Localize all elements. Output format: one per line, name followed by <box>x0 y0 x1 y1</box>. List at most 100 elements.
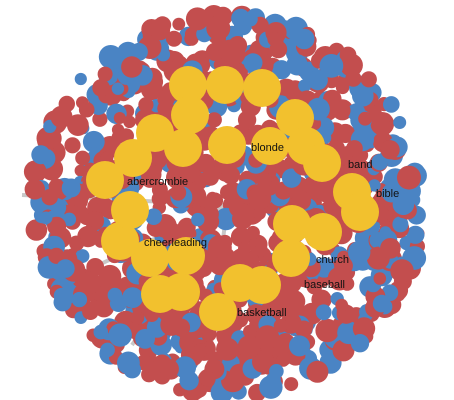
blue-node <box>108 323 132 347</box>
red-node <box>75 150 90 166</box>
label-abercrombie: abercrombie <box>127 176 188 188</box>
red-node <box>185 7 209 31</box>
blue-node <box>111 82 125 95</box>
hub-node <box>111 191 149 229</box>
blue-node <box>122 287 143 308</box>
blue-node <box>298 79 311 93</box>
red-node <box>284 377 299 392</box>
red-node <box>253 207 266 220</box>
blue-node <box>123 360 141 379</box>
hub-node <box>136 114 174 152</box>
hub-node <box>86 161 124 199</box>
hub-node <box>114 139 152 177</box>
hub-node <box>169 66 207 104</box>
blue-node <box>371 153 389 171</box>
red-node <box>246 225 260 240</box>
label-bible: bible <box>376 188 399 200</box>
red-node <box>397 165 421 190</box>
blue-node <box>71 291 88 308</box>
label-basketball: basketball <box>237 307 287 319</box>
red-node <box>193 343 208 358</box>
blue-node <box>243 11 258 27</box>
red-node <box>170 184 187 201</box>
red-node <box>25 219 48 241</box>
label-church: church <box>316 254 349 266</box>
blue-node <box>191 212 205 227</box>
blue-node <box>406 225 425 244</box>
hub-node <box>167 237 205 275</box>
red-node <box>376 119 392 136</box>
blue-node <box>381 183 401 203</box>
red-node <box>206 16 231 41</box>
red-node <box>97 197 114 214</box>
red-node <box>98 264 122 288</box>
red-node <box>121 56 143 78</box>
label-baseball: baseball <box>304 279 345 291</box>
red-node <box>200 204 219 224</box>
red-node <box>232 208 253 230</box>
red-node <box>254 243 268 257</box>
hub-node <box>131 239 169 277</box>
red-node <box>23 160 47 183</box>
blue-node <box>348 241 371 264</box>
red-node <box>327 266 352 291</box>
red-node <box>47 216 67 236</box>
blue-node <box>31 145 51 165</box>
blue-node <box>372 294 391 313</box>
red-node <box>237 335 261 359</box>
red-node <box>360 71 377 88</box>
blue-node <box>350 334 370 353</box>
red-node <box>92 111 108 127</box>
red-node <box>149 19 171 41</box>
red-node <box>113 112 126 124</box>
hub-node <box>304 213 342 251</box>
hub-node <box>303 144 341 182</box>
red-node <box>152 354 172 374</box>
red-node <box>216 337 239 361</box>
red-node <box>172 17 186 31</box>
red-node <box>138 97 154 113</box>
blue-node <box>319 54 344 78</box>
red-node <box>123 115 136 129</box>
red-node <box>269 40 288 59</box>
blue-node <box>86 133 102 148</box>
blue-node <box>293 28 315 50</box>
red-node <box>380 140 400 160</box>
blue-node <box>53 287 70 304</box>
hub-node <box>221 264 259 302</box>
red-node <box>82 303 99 321</box>
blue-node <box>61 178 81 198</box>
blue-node <box>272 60 292 80</box>
blue-node <box>93 324 109 340</box>
blue-node <box>265 372 281 388</box>
red-node <box>36 126 60 150</box>
red-node <box>207 235 231 258</box>
red-node <box>390 259 414 283</box>
red-node <box>218 39 241 62</box>
red-node <box>273 318 288 333</box>
red-node <box>306 360 329 383</box>
red-node <box>315 318 340 343</box>
blue-node <box>39 211 53 225</box>
red-node <box>256 172 272 188</box>
red-node <box>78 271 102 294</box>
red-node <box>337 250 351 264</box>
blue-node <box>307 69 328 91</box>
blue-node <box>100 342 115 358</box>
blue-node <box>62 212 77 227</box>
red-node <box>243 324 257 339</box>
hub-node <box>171 96 209 134</box>
blue-node <box>289 335 310 357</box>
red-node <box>24 179 45 200</box>
red-node <box>67 114 89 136</box>
red-node <box>380 238 401 259</box>
red-node <box>69 235 82 248</box>
red-node <box>206 112 222 128</box>
blue-node <box>368 179 381 192</box>
red-node <box>332 101 351 120</box>
red-node <box>332 339 355 362</box>
red-node <box>373 272 387 285</box>
red-node <box>74 164 87 177</box>
hub-node <box>208 126 246 164</box>
red-node <box>48 247 65 264</box>
